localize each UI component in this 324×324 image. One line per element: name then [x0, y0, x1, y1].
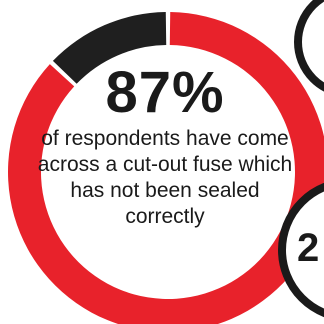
next-stat-circle-bottom: [278, 182, 324, 318]
percentage-value: 87%: [105, 60, 225, 125]
donut-slice-other: [52, 12, 167, 84]
next-stat-number: 2: [297, 226, 320, 270]
donut-slices: [8, 12, 324, 324]
donut-center-label: 87% of respondents have come across a cu…: [30, 64, 300, 230]
next-stat-circle-top: [294, 0, 324, 92]
percentage-caption: of respondents have come across a cut-ou…: [37, 127, 293, 228]
